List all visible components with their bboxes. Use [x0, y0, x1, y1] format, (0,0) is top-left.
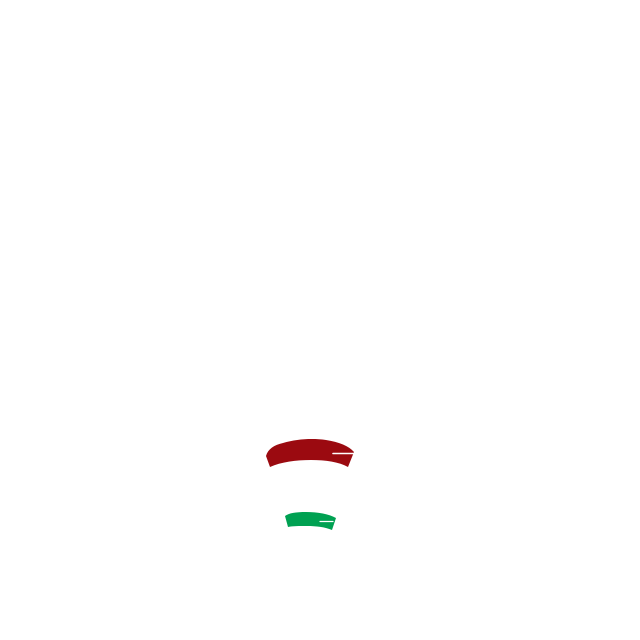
upper-arc — [266, 439, 355, 467]
upper-arc-band — [266, 439, 354, 467]
lower-arc — [285, 512, 336, 530]
lower-arc-band — [285, 512, 336, 530]
